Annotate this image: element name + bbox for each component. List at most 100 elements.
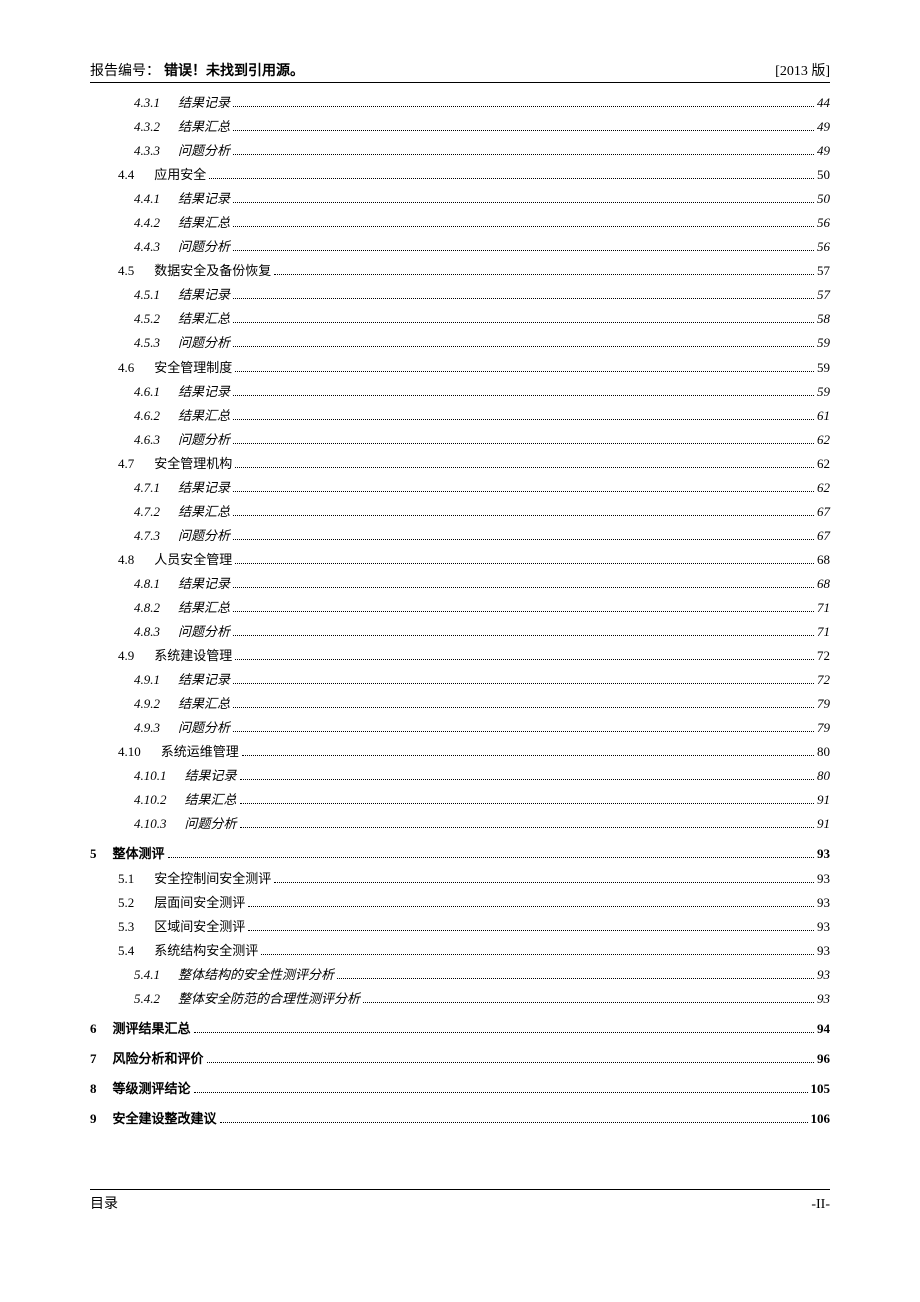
toc-leader-dots bbox=[168, 857, 814, 858]
toc-entry: 4.8.1结果记录68 bbox=[90, 572, 830, 596]
toc-entry-number: 4.4 bbox=[118, 163, 134, 187]
toc-entry: 4.5.1结果记录57 bbox=[90, 283, 830, 307]
toc-entry: 4.9.1结果记录72 bbox=[90, 668, 830, 692]
toc-leader-dots bbox=[235, 371, 814, 372]
toc-entry-title: 结果汇总 bbox=[178, 596, 230, 620]
toc-entry-page: 91 bbox=[817, 788, 830, 812]
toc-leader-dots bbox=[248, 930, 814, 931]
toc-entry-page: 62 bbox=[817, 476, 830, 500]
toc-entry-title: 问题分析 bbox=[178, 620, 230, 644]
toc-entry-number: 9 bbox=[90, 1107, 97, 1131]
toc-leader-dots bbox=[248, 906, 814, 907]
toc-entry-title: 结果汇总 bbox=[178, 692, 230, 716]
toc-leader-dots bbox=[235, 563, 814, 564]
toc-leader-dots bbox=[233, 298, 814, 299]
toc-entry: 5整体测评93 bbox=[90, 842, 830, 866]
toc-entry-number: 5.2 bbox=[118, 891, 134, 915]
toc-entry-title: 结果记录 bbox=[178, 91, 230, 115]
toc-entry-number: 4.6.1 bbox=[134, 380, 160, 404]
toc-entry-number: 4.10 bbox=[118, 740, 141, 764]
toc-leader-dots bbox=[233, 443, 814, 444]
toc-entry-title: 整体结构的安全性测评分析 bbox=[178, 963, 334, 987]
toc-entry-page: 80 bbox=[817, 764, 830, 788]
toc-entry-number: 4.7.1 bbox=[134, 476, 160, 500]
toc-leader-dots bbox=[233, 154, 814, 155]
toc-leader-dots bbox=[233, 707, 814, 708]
toc-leader-dots bbox=[233, 491, 814, 492]
report-number-error: 错误！未找到引用源。 bbox=[164, 60, 304, 80]
toc-entry-number: 8 bbox=[90, 1077, 97, 1101]
toc-entry-number: 4.10.3 bbox=[134, 812, 167, 836]
toc-entry-title: 结果记录 bbox=[178, 283, 230, 307]
toc-leader-dots bbox=[233, 611, 814, 612]
toc-leader-dots bbox=[233, 419, 814, 420]
toc-entry-title: 问题分析 bbox=[178, 235, 230, 259]
toc-entry: 4.8.2结果汇总71 bbox=[90, 596, 830, 620]
toc-entry-page: 68 bbox=[817, 548, 830, 572]
toc-entry-number: 5.1 bbox=[118, 867, 134, 891]
toc-entry-number: 4.9.1 bbox=[134, 668, 160, 692]
toc-entry-title: 问题分析 bbox=[178, 139, 230, 163]
toc-entry: 4.4应用安全50 bbox=[90, 163, 830, 187]
toc-entry: 4.4.1结果记录50 bbox=[90, 187, 830, 211]
toc-entry-page: 56 bbox=[817, 235, 830, 259]
toc-entry-number: 4.3.1 bbox=[134, 91, 160, 115]
toc-leader-dots bbox=[261, 954, 814, 955]
toc-entry-number: 7 bbox=[90, 1047, 97, 1071]
toc-entry-page: 59 bbox=[817, 380, 830, 404]
toc-entry-number: 5.4.1 bbox=[134, 963, 160, 987]
toc-entry-number: 5 bbox=[90, 842, 97, 866]
toc-entry-page: 72 bbox=[817, 644, 830, 668]
toc-entry-number: 4.5.1 bbox=[134, 283, 160, 307]
toc-entry-page: 49 bbox=[817, 115, 830, 139]
toc-leader-dots bbox=[233, 130, 814, 131]
toc-entry-number: 5.3 bbox=[118, 915, 134, 939]
toc-leader-dots bbox=[233, 635, 814, 636]
toc-entry-page: 62 bbox=[817, 428, 830, 452]
toc-entry: 4.4.2结果汇总56 bbox=[90, 211, 830, 235]
toc-entry-number: 4.4.3 bbox=[134, 235, 160, 259]
toc-entry-number: 4.5.3 bbox=[134, 331, 160, 355]
toc-leader-dots bbox=[233, 226, 814, 227]
toc-entry: 4.6.3问题分析62 bbox=[90, 428, 830, 452]
toc-entry-page: 56 bbox=[817, 211, 830, 235]
toc-entry-page: 79 bbox=[817, 692, 830, 716]
toc-entry-title: 结果记录 bbox=[178, 380, 230, 404]
toc-entry-number: 4.3.3 bbox=[134, 139, 160, 163]
toc-entry-title: 问题分析 bbox=[178, 716, 230, 740]
toc-leader-dots bbox=[233, 731, 814, 732]
toc-entry-title: 结果记录 bbox=[178, 572, 230, 596]
toc-entry-number: 4.9 bbox=[118, 644, 134, 668]
toc-entry-title: 结果汇总 bbox=[178, 115, 230, 139]
toc-entry: 4.5.2结果汇总58 bbox=[90, 307, 830, 331]
toc-entry-number: 5.4 bbox=[118, 939, 134, 963]
toc-entry-title: 结果汇总 bbox=[178, 307, 230, 331]
toc-leader-dots bbox=[209, 178, 814, 179]
toc-entry-page: 79 bbox=[817, 716, 830, 740]
toc-leader-dots bbox=[274, 882, 814, 883]
toc-entry-page: 94 bbox=[817, 1017, 830, 1041]
toc-leader-dots bbox=[274, 274, 814, 275]
page-header: 报告编号： 错误！未找到引用源。 [2013 版] bbox=[90, 60, 830, 83]
report-number-label: 报告编号： bbox=[90, 60, 160, 80]
toc-entry-page: 57 bbox=[817, 259, 830, 283]
toc-entry: 4.4.3 问题分析 56 bbox=[90, 235, 830, 259]
toc-entry: 4.7安全管理机构62 bbox=[90, 452, 830, 476]
toc-entry: 4.8人员安全管理68 bbox=[90, 548, 830, 572]
toc-entry-page: 67 bbox=[817, 524, 830, 548]
toc-leader-dots bbox=[233, 322, 814, 323]
toc-leader-dots bbox=[233, 539, 814, 540]
toc-entry-number: 5.4.2 bbox=[134, 987, 160, 1011]
toc-entry-page: 91 bbox=[817, 812, 830, 836]
toc-entry-page: 59 bbox=[817, 356, 830, 380]
toc-entry-page: 44 bbox=[817, 91, 830, 115]
toc-entry: 4.7.2结果汇总67 bbox=[90, 500, 830, 524]
toc-entry-page: 71 bbox=[817, 596, 830, 620]
toc-leader-dots bbox=[233, 202, 814, 203]
toc-entry: 4.9.3问题分析79 bbox=[90, 716, 830, 740]
table-of-contents: 4.3.1结果记录444.3.2结果汇总494.3.3问题分析494.4应用安全… bbox=[90, 91, 830, 1171]
toc-entry-number: 4.6.2 bbox=[134, 404, 160, 428]
toc-entry-title: 风险分析和评价 bbox=[113, 1047, 204, 1071]
toc-entry-title: 结果记录 bbox=[178, 668, 230, 692]
toc-entry-page: 93 bbox=[817, 915, 830, 939]
